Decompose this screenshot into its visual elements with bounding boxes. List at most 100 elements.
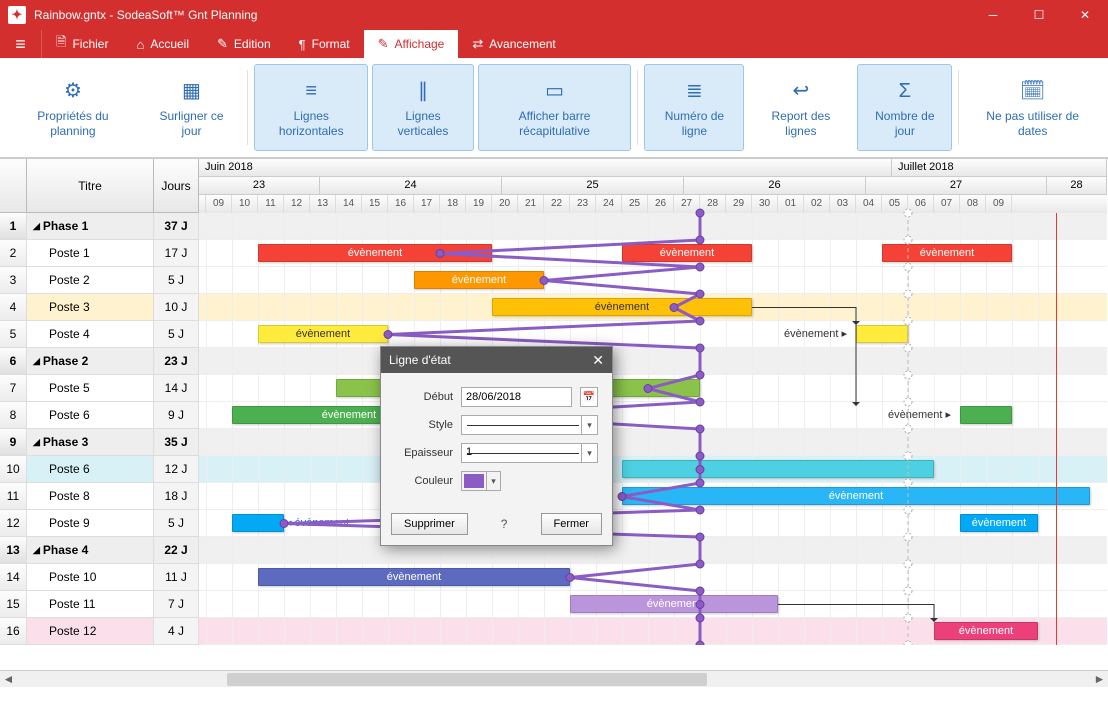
format-icon: ¶ (299, 37, 306, 52)
debut-field[interactable]: 28/06/2018 (461, 387, 572, 407)
ribbon-ne-pas-utiliser-de-dates[interactable]: 🗓Ne pas utiliser de dates (965, 64, 1100, 151)
ribbon-icon: ≡ (297, 77, 325, 105)
thickness-field[interactable]: 1 ▾ (461, 443, 598, 463)
day-cell: 30 (752, 195, 778, 213)
gantt-bar[interactable] (232, 514, 284, 532)
gantt-bar[interactable]: évènement (882, 244, 1012, 262)
menu-tab-accueil[interactable]: ⌂Accueil (122, 30, 203, 58)
ribbon-icon: ≣ (680, 77, 708, 105)
task-row[interactable]: 8Poste 69 J (0, 402, 199, 429)
week-cell: 27 (866, 177, 1047, 194)
thickness-label: Epaisseur (395, 447, 453, 459)
task-table: Titre Jours 1◢Phase 137 J2Poste 117 J3Po… (0, 159, 199, 645)
phase-row[interactable]: 13◢Phase 422 J (0, 537, 199, 564)
ribbon-propriétés-du-planning[interactable]: ⚙Propriétés du planning (8, 64, 138, 151)
task-row[interactable]: 3Poste 25 J (0, 267, 199, 294)
close-button[interactable]: ✕ (1062, 0, 1108, 30)
menu-tab-format[interactable]: ¶Format (285, 30, 364, 58)
task-row[interactable]: 15Poste 117 J (0, 591, 199, 618)
gantt-bar[interactable]: évènement (414, 271, 544, 289)
ribbon-lignes-verticales[interactable]: ∥Lignes verticales (372, 64, 473, 151)
help-button[interactable]: ? (501, 517, 508, 531)
delete-button[interactable]: Supprimer (391, 513, 468, 535)
gantt-bar[interactable]: évènement (960, 514, 1038, 532)
gantt-bar[interactable]: évènement (622, 244, 752, 262)
gantt-body[interactable]: évènementévènementévènementévènementévèn… (199, 213, 1107, 645)
task-row[interactable]: 4Poste 310 J (0, 294, 199, 321)
ribbon-numéro-de-ligne[interactable]: ≣Numéro de ligne (644, 64, 744, 151)
day-cell: 19 (466, 195, 492, 213)
minimize-button[interactable]: ─ (970, 0, 1016, 30)
task-row[interactable]: 10Poste 612 J (0, 456, 199, 483)
gantt-bar[interactable] (622, 460, 934, 478)
week-cell: 24 (320, 177, 502, 194)
debut-label: Début (395, 391, 453, 403)
task-row[interactable]: 14Poste 1011 J (0, 564, 199, 591)
task-row[interactable]: 11Poste 818 J (0, 483, 199, 510)
close-dialog-button[interactable]: Fermer (541, 513, 602, 535)
day-cell: 24 (596, 195, 622, 213)
style-field[interactable]: ▾ (461, 415, 598, 435)
dialog-close-icon[interactable]: ✕ (592, 352, 604, 369)
col-title: Titre (27, 159, 154, 212)
timeline-header: Juin 2018Juillet 2018 232425262728 09101… (199, 159, 1107, 213)
phase-row[interactable]: 6◢Phase 223 J (0, 348, 199, 375)
menu-tab-avancement[interactable]: ⇄Avancement (458, 30, 569, 58)
day-cell: 20 (492, 195, 518, 213)
day-cell: 10 (232, 195, 258, 213)
task-row[interactable]: 12Poste 95 J (0, 510, 199, 537)
window-title: Rainbow.gntx - SodeaSoft™ Gnt Planning (34, 8, 970, 22)
day-cell: 26 (648, 195, 674, 213)
menu-tab-edition[interactable]: ✎Edition (203, 30, 285, 58)
day-cell: 27 (674, 195, 700, 213)
menu-tab-fichier[interactable]: 🗎Fichier (42, 30, 122, 58)
gantt-bar[interactable]: évènement (622, 487, 1090, 505)
maximize-button[interactable]: ☐ (1016, 0, 1062, 30)
day-cell: 22 (544, 195, 570, 213)
day-cell: 18 (440, 195, 466, 213)
dialog-titlebar[interactable]: Ligne d'état ✕ (381, 347, 612, 373)
task-row[interactable]: 16Poste 124 J (0, 618, 199, 645)
phase-row[interactable]: 1◢Phase 137 J (0, 213, 199, 240)
horizontal-scrollbar[interactable]: ◄ ► (0, 670, 1108, 687)
gantt-bar[interactable]: évènement (934, 622, 1038, 640)
calendar-icon[interactable]: 📅 (580, 387, 598, 407)
day-cell: 15 (362, 195, 388, 213)
phase-row[interactable]: 9◢Phase 335 J (0, 429, 199, 456)
scroll-left-button[interactable]: ◄ (0, 671, 17, 688)
task-row[interactable]: 5Poste 45 J (0, 321, 199, 348)
ribbon-lignes-horizontales[interactable]: ≡Lignes horizontales (254, 64, 368, 151)
dialog-title: Ligne d'état (389, 353, 451, 367)
deadline-line (1056, 213, 1057, 645)
gantt-area[interactable]: Juin 2018Juillet 2018 232425262728 09101… (199, 159, 1107, 670)
hamburger-button[interactable]: ≡ (0, 30, 42, 58)
month-cell: Juillet 2018 (892, 159, 1107, 176)
gantt-bar[interactable] (856, 325, 908, 343)
gantt-bar[interactable]: évènement (258, 568, 570, 586)
ribbon-nombre-de-jour[interactable]: ΣNombre de jour (857, 64, 952, 151)
gantt-bar[interactable]: évènement (492, 298, 752, 316)
ribbon-icon: 🗓 (1019, 77, 1047, 105)
gantt-bar[interactable]: évènement (570, 595, 778, 613)
day-cell: 09 (206, 195, 232, 213)
menu-tab-affichage[interactable]: ✎Affichage (364, 30, 459, 58)
ribbon-report-des-lignes[interactable]: ↩Report des lignes (748, 64, 853, 151)
gantt-bar[interactable] (960, 406, 1012, 424)
day-cell: 03 (830, 195, 856, 213)
gantt-bar[interactable]: évènement (258, 325, 388, 343)
scroll-right-button[interactable]: ► (1091, 671, 1108, 688)
home-icon: ⌂ (136, 37, 144, 52)
color-field[interactable]: ▾ (461, 471, 501, 491)
menubar: ≡ 🗎Fichier⌂Accueil✎Edition¶Format✎Affich… (0, 30, 1108, 58)
task-row[interactable]: 7Poste 514 J (0, 375, 199, 402)
ribbon-icon: Σ (891, 77, 919, 105)
week-cell: 28 (1047, 177, 1107, 194)
gantt-bar[interactable]: évènement (258, 244, 492, 262)
task-row[interactable]: 2Poste 117 J (0, 240, 199, 267)
ribbon-afficher-barre-récapitulative[interactable]: ▭Afficher barre récapitulative (478, 64, 632, 151)
day-cell: 21 (518, 195, 544, 213)
status-line-dialog: Ligne d'état ✕ Début 28/06/2018 📅 Style … (380, 346, 613, 546)
ribbon-surligner-ce-jour[interactable]: ▦Surligner ce jour (142, 64, 241, 151)
day-cell: 12 (284, 195, 310, 213)
day-cell: 13 (310, 195, 336, 213)
